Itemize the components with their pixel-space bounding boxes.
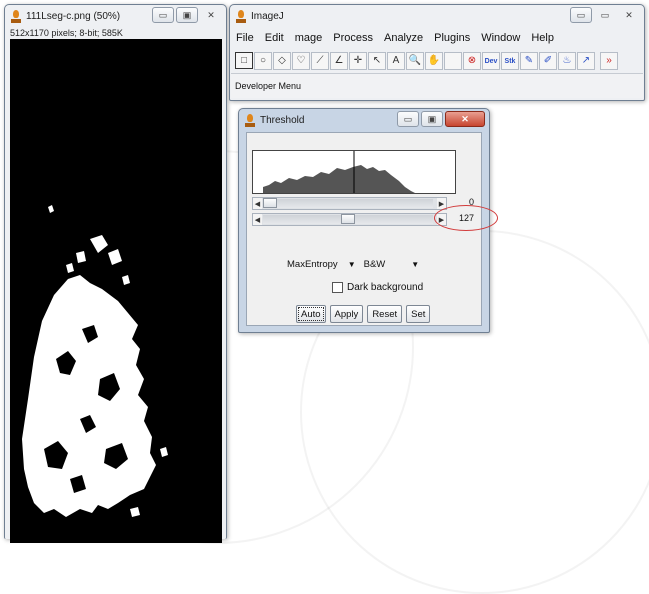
close-button[interactable]: ✕	[625, 9, 633, 20]
text-tool-icon[interactable]: A	[387, 52, 405, 70]
status-text: Developer Menu	[235, 81, 302, 91]
histogram	[252, 150, 456, 194]
image-window-title: 111Lseg-c.png (50%)	[26, 10, 121, 22]
wand-tool-icon[interactable]: ↖	[368, 52, 386, 70]
minimize-button[interactable]: ▭	[570, 7, 592, 23]
imagej-app-icon	[245, 113, 255, 127]
method-select[interactable]: MaxEntropy ▼	[287, 257, 356, 272]
histogram-plot	[253, 151, 415, 193]
dark-background-checkbox[interactable]	[332, 282, 343, 293]
polygon-tool-icon[interactable]: ◇	[273, 52, 291, 70]
chevron-right-icon[interactable]: ▶	[437, 198, 446, 209]
reset-button[interactable]: Reset	[367, 305, 403, 323]
minimize-button[interactable]: ▭	[397, 111, 419, 127]
display-select[interactable]: B&W ▼	[364, 257, 420, 272]
annotation-ellipse	[434, 205, 498, 231]
brush-tool-icon[interactable]: ✐	[539, 52, 557, 70]
point-tool-icon[interactable]: ✛	[349, 52, 367, 70]
pencil-tool-icon[interactable]: ✎	[520, 52, 538, 70]
arrow-tool-icon[interactable]: ↗	[577, 52, 595, 70]
min-threshold-slider[interactable]: ◀ ▶	[252, 197, 447, 210]
apply-button[interactable]: Apply	[329, 305, 364, 323]
menu-file[interactable]: File	[236, 32, 254, 44]
max-threshold-slider[interactable]: ◀ ▶	[252, 213, 447, 226]
menu-bar: File Edit mage Process Analyze Plugins W…	[236, 32, 554, 44]
angle-tool-icon[interactable]: ∠	[330, 52, 348, 70]
method-select-value: MaxEntropy	[287, 259, 338, 270]
threshold-buttons: Auto Apply Reset Set	[296, 305, 431, 323]
dropper-tool-icon[interactable]	[444, 52, 462, 70]
display-select-value: B&W	[363, 259, 386, 270]
imagej-title: ImageJ	[251, 10, 284, 22]
image-window-titlebar[interactable]: 111Lseg-c.png (50%) ▭ ▣ ✕	[5, 5, 226, 27]
menu-image[interactable]: mage	[294, 32, 323, 44]
imagej-main-window[interactable]: ImageJ ▭ ▭ ✕ File Edit mage Process Anal…	[229, 4, 645, 101]
slider-track[interactable]	[263, 199, 433, 208]
menu-help[interactable]: Help	[531, 32, 554, 44]
segmented-image	[22, 205, 168, 517]
set-button[interactable]: Set	[406, 305, 431, 323]
threshold-dialog[interactable]: Threshold ▭ ▣ ✕ ◀ ▶ 0 ◀ ▶ 127	[238, 108, 490, 333]
min-threshold-value: 0	[468, 197, 474, 207]
imagej-app-icon	[236, 9, 246, 23]
stack-tool-icon[interactable]: Stk	[501, 52, 519, 70]
chevron-down-icon[interactable]: ▼	[411, 260, 420, 269]
image-window[interactable]: 111Lseg-c.png (50%) ▭ ▣ ✕ 512x1170 pixel…	[4, 4, 227, 543]
tool-bar: □ ○ ◇ ♡ ⟋ ∠ ✛ ↖ A 🔍 ✋ ⊗ Dev Stk ✎ ✐ ♨ ↗ …	[235, 52, 618, 70]
maximize-button[interactable]: ▣	[176, 7, 198, 23]
dark-background-option[interactable]: Dark background	[332, 282, 423, 293]
close-button[interactable]: ✕	[207, 9, 215, 20]
hand-tool-icon[interactable]: ✋	[425, 52, 443, 70]
rectangle-tool-icon[interactable]: □	[235, 52, 253, 69]
line-tool-icon[interactable]: ⟋	[311, 52, 329, 70]
menu-edit[interactable]: Edit	[264, 32, 284, 44]
close-button[interactable]: ✕	[445, 111, 485, 127]
threshold-titlebar[interactable]: Threshold ▭ ▣ ✕	[239, 109, 489, 131]
min-slider-thumb[interactable]	[263, 198, 277, 208]
threshold-title: Threshold	[260, 114, 305, 126]
developer-menu-tool-icon[interactable]: Dev	[482, 52, 500, 70]
freehand-tool-icon[interactable]: ♡	[292, 52, 310, 70]
stop-tool-icon[interactable]: ⊗	[463, 52, 481, 70]
imagej-titlebar[interactable]: ImageJ ▭ ▭ ✕	[230, 5, 644, 27]
menu-window[interactable]: Window	[481, 32, 521, 44]
imagej-app-icon	[11, 9, 21, 23]
dark-background-label: Dark background	[347, 282, 424, 293]
chevron-left-icon[interactable]: ◀	[253, 198, 262, 209]
auto-button[interactable]: Auto	[296, 305, 326, 323]
chevron-left-icon[interactable]: ◀	[253, 214, 262, 225]
threshold-options: MaxEntropy ▼ B&W ▼	[287, 257, 419, 272]
image-canvas[interactable]	[10, 39, 222, 543]
menu-analyze[interactable]: Analyze	[383, 32, 424, 44]
magnifier-tool-icon[interactable]: 🔍	[406, 52, 424, 70]
threshold-panel: ◀ ▶ 0 ◀ ▶ 127 MaxEntropy ▼ B&W ▼ Dark ba…	[246, 132, 482, 326]
max-slider-thumb[interactable]	[341, 214, 355, 224]
status-bar: Developer Menu	[231, 73, 643, 98]
more-tools-icon[interactable]: »	[600, 52, 618, 70]
oval-tool-icon[interactable]: ○	[254, 52, 272, 70]
image-info: 512x1170 pixels; 8-bit; 585K	[10, 28, 123, 38]
maximize-button[interactable]: ▭	[600, 9, 610, 20]
minimize-button[interactable]: ▭	[152, 7, 174, 23]
menu-process[interactable]: Process	[333, 32, 373, 44]
maximize-button[interactable]: ▣	[421, 111, 443, 127]
flood-fill-tool-icon[interactable]: ♨	[558, 52, 576, 70]
menu-plugins[interactable]: Plugins	[434, 32, 471, 44]
chevron-down-icon[interactable]: ▼	[347, 260, 356, 269]
